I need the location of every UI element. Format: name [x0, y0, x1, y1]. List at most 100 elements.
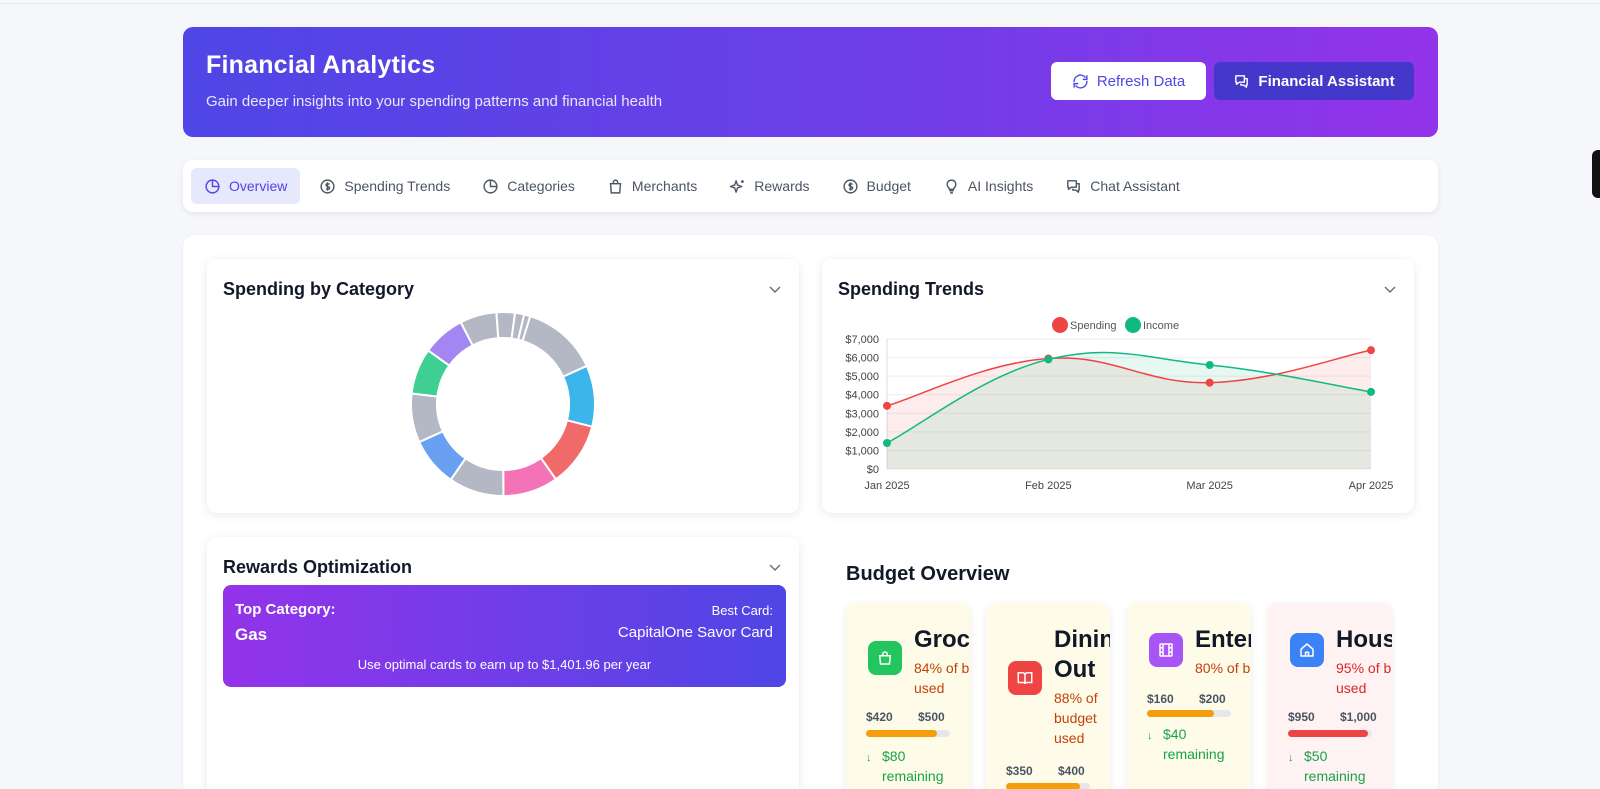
budget-card-housing[interactable]: Hous 95% of b used $950 $1,000 ↓ $50 rem…: [1268, 603, 1392, 789]
refresh-label: Refresh Data: [1096, 72, 1186, 90]
tab-spending-trends[interactable]: Spending Trends: [306, 168, 463, 204]
rewards-optimization-card: Rewards Optimization Top Category: Gas B…: [207, 537, 799, 789]
budget-overview-title: Budget Overview: [846, 563, 1010, 585]
legend-swatch-spending[interactable]: [1052, 317, 1068, 333]
pie-icon: [205, 178, 220, 194]
rewards-note: Use optimal cards to earn up to $1,401.9…: [357, 657, 652, 672]
chat-icon: [1067, 179, 1081, 193]
chat-icon: [1235, 74, 1249, 88]
financial-assistant-button[interactable]: Financial Assistant: [1214, 62, 1414, 100]
budget-card-dining-out[interactable]: Dinin Out 88% of budget used $350 $400: [986, 603, 1110, 789]
donut-slice-0[interactable]: [521, 314, 589, 379]
card-title: Spending by Category: [223, 279, 415, 299]
budget-limit: $200: [1199, 692, 1226, 706]
tab-bar: Overview Spending Trends Categories Merc…: [183, 160, 1438, 212]
budget-remaining-amount: $50: [1304, 748, 1328, 764]
rewards-summary-box: Top Category: Gas Best Card: CapitalOne …: [223, 585, 786, 687]
y-tick-label: $5,000: [845, 371, 879, 383]
header-banner: Financial Analytics Gain deeper insights…: [183, 27, 1438, 137]
tab-label: Spending Trends: [344, 178, 451, 194]
budget-spent: $950: [1288, 710, 1315, 724]
x-tick-label: Jan 2025: [864, 480, 909, 492]
tab-chat-assistant[interactable]: Chat Assistant: [1052, 168, 1193, 204]
budget-remaining-amount: $40: [1163, 726, 1187, 742]
point-spending-0[interactable]: [883, 401, 891, 410]
tab-label: Categories: [507, 178, 575, 194]
chevron-down-icon[interactable]: [767, 559, 783, 575]
budget-remaining: ↓ $80 remaining: [866, 746, 943, 784]
budget-values: $350 $400: [1006, 764, 1085, 778]
budget-spent: $350: [1006, 764, 1033, 778]
budget-card-entertainment[interactable]: Enter 80% of b $160 $200 ↓ $40 remaining: [1127, 603, 1251, 789]
budget-values: $950 $1,000: [1288, 710, 1377, 724]
point-income-2[interactable]: [1205, 361, 1214, 369]
point-income-3[interactable]: [1367, 387, 1375, 396]
point-spending-2[interactable]: [1205, 378, 1214, 387]
top-category-value: Gas: [235, 625, 268, 644]
point-income-0[interactable]: [883, 439, 891, 447]
legend-label-income: Income: [1143, 320, 1179, 332]
x-tick-label: Apr 2025: [1349, 480, 1394, 492]
card-title: Rewards Optimization: [223, 557, 413, 577]
spending-trends-card: Spending Trends Spending Income $0 $1,000 $2…: [822, 259, 1414, 513]
tab-label: Overview: [229, 178, 288, 194]
budget-progress-bar: [866, 730, 950, 737]
tab-overview[interactable]: Overview: [191, 168, 301, 204]
edge-handle[interactable]: [1592, 150, 1600, 198]
budget-icon-box: [1290, 633, 1324, 667]
chevron-down-icon[interactable]: [1382, 281, 1398, 297]
tab-rewards[interactable]: Rewards: [716, 168, 822, 204]
budget-name: Groc: [914, 626, 970, 653]
budget-progress-fill: [866, 730, 937, 737]
y-tick-label: $4,000: [845, 390, 879, 402]
area-income: [887, 352, 1371, 469]
y-tick-label: $0: [867, 464, 879, 476]
best-card-value: CapitalOne Savor Card: [617, 624, 773, 641]
donut-slice-12[interactable]: [516, 313, 532, 343]
chevron-down-icon[interactable]: [767, 281, 783, 297]
budget-percent: 88% of budget used: [1054, 690, 1098, 746]
budget-card-groceries[interactable]: Groc 84% of b used $420 $500 ↓ $80 remai…: [846, 603, 970, 789]
budget-progress-fill: [1006, 783, 1080, 789]
budget-remaining-label: remaining: [1304, 768, 1366, 784]
financial-assistant-label: Financial Assistant: [1258, 72, 1395, 90]
refresh-icon: [1073, 73, 1088, 89]
budget-progress-bar: [1147, 710, 1231, 717]
dollar-circle-icon: [842, 178, 858, 194]
pie-icon: [483, 178, 498, 194]
tab-label: AI Insights: [967, 178, 1034, 194]
tab-budget[interactable]: Budget: [829, 168, 924, 204]
home-icon: [1300, 643, 1314, 657]
arrow-down-icon: ↓: [1147, 730, 1153, 742]
film-icon: [1159, 643, 1173, 657]
tab-merchants[interactable]: Merchants: [594, 168, 710, 204]
tab-label: Budget: [866, 178, 911, 194]
budget-percent-line: 95% of b: [1336, 660, 1392, 676]
arrow-down-icon: ↓: [1288, 752, 1294, 764]
budget-percent-line: 84% of b: [914, 660, 970, 676]
category-donut-chart: [410, 311, 596, 498]
legend-swatch-income[interactable]: [1125, 317, 1141, 333]
budget-progress-bar: [1006, 783, 1090, 789]
tab-categories[interactable]: Categories: [469, 168, 588, 204]
y-tick-label: $1,000: [845, 445, 879, 457]
budget-remaining: ↓ $50 remaining: [1288, 746, 1365, 784]
refresh-data-button[interactable]: Refresh Data: [1051, 62, 1206, 100]
tab-label: Chat Assistant: [1090, 178, 1180, 194]
budget-progress-bar: [1288, 730, 1372, 737]
card-title: Spending Trends: [838, 279, 985, 299]
best-card-label: Best Card:: [711, 603, 773, 618]
budget-remaining-label: remaining: [1163, 746, 1225, 762]
point-income-1[interactable]: [1044, 355, 1053, 364]
donut-slice-1[interactable]: [561, 364, 596, 428]
budget-spent: $420: [866, 710, 893, 724]
lightbulb-icon: [946, 178, 957, 194]
budget-icon-box: [1008, 661, 1042, 695]
point-spending-3[interactable]: [1367, 346, 1375, 355]
budget-spent: $160: [1147, 692, 1174, 706]
budget-limit: $400: [1058, 764, 1085, 778]
tab-ai-insights[interactable]: AI Insights: [930, 168, 1046, 204]
book-open-icon: [1017, 672, 1033, 685]
chart-legend: Spending Income: [1052, 317, 1179, 333]
budget-values: $420 $500: [866, 710, 945, 724]
